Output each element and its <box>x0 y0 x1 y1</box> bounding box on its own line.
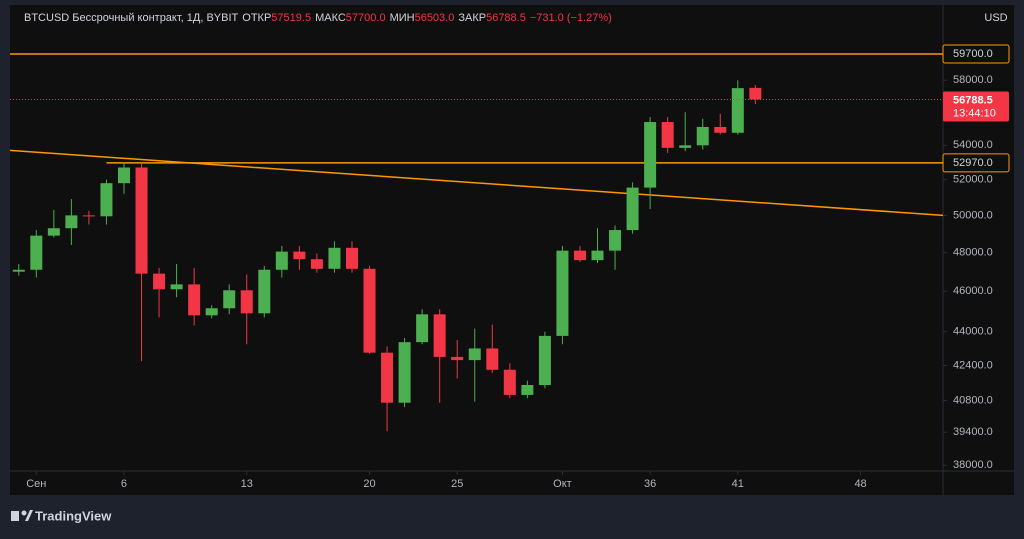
candle-body <box>223 290 236 309</box>
legend: BTCUSD Бессрочный контракт, 1Д, BYBIT ОТК… <box>24 12 612 24</box>
y-tick-label: 54000.0 <box>953 139 993 151</box>
candle-body <box>293 251 306 260</box>
y-tick-label: 50000.0 <box>953 209 993 221</box>
candle-body <box>275 251 288 270</box>
y-tick-label: 44000.0 <box>953 326 993 338</box>
candle-body <box>696 126 709 146</box>
y-tick-label: 52000.0 <box>953 174 993 186</box>
x-tick-label: Сен <box>26 478 46 490</box>
candle-body <box>433 314 446 357</box>
candle-body <box>30 235 43 270</box>
y-tick-label: 48000.0 <box>953 246 993 258</box>
countdown: 13:44:10 <box>953 107 996 119</box>
candle-body <box>100 183 113 217</box>
candle-body <box>731 88 744 133</box>
brand: TradingView <box>35 508 112 523</box>
candle-body <box>416 314 429 343</box>
candle-body <box>609 230 622 251</box>
y-tick-label: 40800.0 <box>953 394 993 406</box>
candle-body <box>398 342 411 403</box>
candle-body <box>679 145 692 148</box>
candle-body <box>521 384 534 395</box>
last-price-box <box>943 91 1009 122</box>
candle-body <box>258 269 271 314</box>
x-tick-label: Окт <box>553 478 572 490</box>
candle-body <box>363 268 376 353</box>
candle-body <box>644 122 657 188</box>
candle-body <box>381 352 394 403</box>
candle-body <box>714 126 727 133</box>
candle-body <box>345 247 358 269</box>
chart-area <box>10 5 1014 495</box>
y-tick-label: 42400.0 <box>953 359 993 371</box>
candle-body <box>591 250 604 261</box>
symbol-title: BTCUSD Бессрочный контракт, 1Д, BYBIT <box>24 12 239 24</box>
currency: USD <box>984 12 1007 24</box>
candle-body <box>573 250 586 261</box>
ohlc-label: ЗАКР <box>458 12 486 24</box>
candle-body <box>240 290 253 314</box>
ohlc-label: ОТКР <box>242 12 271 24</box>
ohlc-label: МИН <box>390 12 415 24</box>
candle-body <box>486 348 499 370</box>
candle-body <box>626 187 639 231</box>
y-tick-label: 58000.0 <box>953 74 993 86</box>
candle-body <box>82 215 95 217</box>
ohlc-value: 56503.0 <box>415 12 455 24</box>
ohlc-label: МАКС <box>315 12 346 24</box>
candle-body <box>556 250 569 336</box>
candle-body <box>661 122 674 148</box>
candle-body <box>310 259 323 269</box>
candle-body <box>205 308 218 316</box>
x-tick-label: 6 <box>121 478 127 490</box>
price-label-box <box>942 153 1010 173</box>
candle-body <box>451 356 464 361</box>
y-tick-label: 39400.0 <box>953 426 993 438</box>
ohlc-value: 56788.5 <box>486 12 526 24</box>
x-tick-label: 13 <box>241 478 253 490</box>
ohlc-value: 57519.5 <box>271 12 311 24</box>
price-label-box <box>942 44 1010 64</box>
y-tick-label: 38000.0 <box>953 459 993 471</box>
candle-body <box>538 335 551 385</box>
candle-body <box>328 247 341 269</box>
candle-body <box>117 167 130 184</box>
price-label: 52970.0 <box>953 157 993 169</box>
candle-body <box>188 284 201 316</box>
x-tick-label: 25 <box>451 478 463 490</box>
tradingview-logo <box>11 510 33 521</box>
candle-body <box>468 348 481 361</box>
candle-body <box>47 228 60 236</box>
x-tick-label: 41 <box>732 478 744 490</box>
candle-body <box>12 269 25 272</box>
candle-body <box>170 284 183 290</box>
candle-body <box>503 369 516 395</box>
price-label: 59700.0 <box>953 48 993 60</box>
last-price-label: 56788.5 <box>953 94 993 106</box>
candle-body <box>153 273 166 290</box>
change: −731.0 (−1.27%) <box>530 12 612 24</box>
trendline <box>9 149 944 217</box>
ohlc-value: 57700.0 <box>346 12 386 24</box>
x-tick-label: 48 <box>854 478 866 490</box>
x-tick-label: 20 <box>363 478 375 490</box>
y-tick-label: 46000.0 <box>953 285 993 297</box>
candle-body <box>749 87 762 100</box>
candle-body <box>65 215 78 229</box>
candle-body <box>135 167 148 274</box>
x-tick-label: 36 <box>644 478 656 490</box>
